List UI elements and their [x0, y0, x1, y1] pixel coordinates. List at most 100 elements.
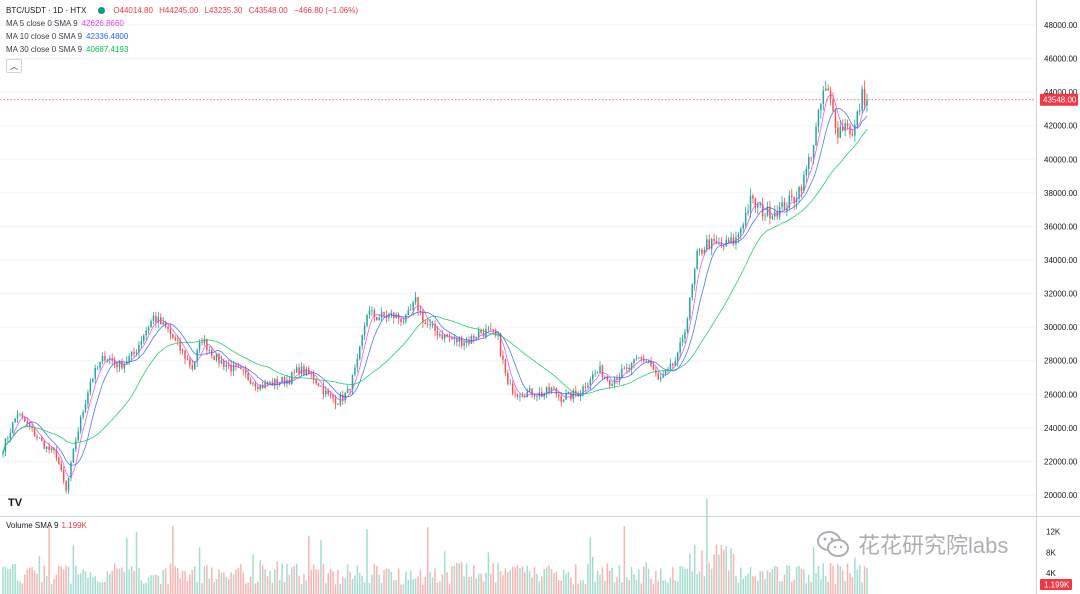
- candle-body: [560, 396, 562, 402]
- volume-bar: [812, 547, 815, 594]
- volume-bar: [325, 583, 327, 594]
- candle-body: [657, 373, 660, 380]
- indicator-ma10[interactable]: MA 10 close 0 SMA 9 42336.4800: [6, 30, 362, 43]
- volume-bar: [703, 576, 706, 594]
- volume-bar: [732, 553, 735, 594]
- candle-body: [844, 123, 846, 131]
- volume-bar: [822, 562, 825, 594]
- candle-body: [497, 333, 499, 336]
- candle-body: [72, 449, 75, 463]
- volume-bar: [130, 566, 133, 594]
- volume-bar: [774, 566, 776, 594]
- tradingview-logo[interactable]: TV: [8, 497, 23, 509]
- change-value: −466.80 (−1.06%): [293, 6, 359, 15]
- volume-bar: [368, 583, 371, 594]
- indicator-value: 40687.4193: [86, 45, 129, 54]
- volume-bar: [295, 563, 298, 594]
- candle-body: [587, 385, 589, 388]
- candle-body: [184, 350, 186, 360]
- volume-bar: [650, 579, 652, 594]
- price-tick-label: 36000.00: [1044, 222, 1078, 231]
- candle-body: [140, 341, 143, 345]
- volume-bar: [196, 581, 198, 594]
- volume-bar: [567, 571, 570, 594]
- candle-body: [473, 336, 475, 339]
- candle-body: [638, 357, 640, 359]
- candle-body: [545, 386, 548, 394]
- volume-bar: [2, 566, 4, 594]
- candle-body: [167, 326, 169, 330]
- volume-bar: [60, 566, 62, 594]
- candle-body: [130, 351, 133, 357]
- price-tick-label: 30000.00: [1044, 323, 1078, 332]
- indicator-value: 42336.4800: [86, 32, 129, 41]
- candle-body: [858, 110, 861, 112]
- volume-bar: [613, 582, 616, 594]
- candle-body: [400, 318, 402, 323]
- candle-body: [630, 362, 633, 370]
- candle-body: [599, 365, 601, 373]
- candle-body: [589, 379, 592, 386]
- volume-bar: [667, 582, 669, 594]
- candle-body: [759, 203, 761, 205]
- volume-bar: [227, 579, 230, 594]
- volume-bar: [752, 576, 754, 594]
- volume-bar: [312, 564, 315, 594]
- candle-body: [749, 195, 752, 212]
- volume-bar: [72, 545, 75, 594]
- volume-bar: [254, 583, 257, 594]
- volume-bar: [565, 573, 567, 594]
- market-status-icon: [98, 7, 106, 14]
- volume-bar: [62, 569, 65, 594]
- indicator-label: MA 5 close 0 SMA 9: [6, 19, 78, 28]
- volume-bar: [160, 583, 162, 594]
- volume-bar: [541, 576, 543, 594]
- candle-body: [524, 396, 526, 398]
- candle-body: [584, 386, 587, 388]
- collapse-legend-button[interactable]: ︿: [6, 59, 22, 73]
- candle-body: [322, 386, 325, 395]
- candle-body: [691, 284, 694, 298]
- symbol-title[interactable]: BTC/USDT · 1D · HTX: [6, 6, 87, 15]
- volume-bar: [189, 574, 191, 594]
- volume-legend[interactable]: Volume SMA 9 1.199K: [6, 521, 87, 530]
- candle-body: [781, 202, 783, 208]
- volume-bar: [786, 565, 788, 594]
- candle-body: [477, 330, 480, 338]
- candle-body: [866, 99, 868, 105]
- candle-body: [7, 438, 9, 439]
- volume-bar: [604, 580, 606, 594]
- volume-bar: [266, 576, 269, 594]
- volume-bar: [99, 582, 101, 594]
- volume-bar: [587, 564, 589, 594]
- candle-body: [191, 365, 194, 370]
- volume-bar: [524, 572, 526, 594]
- candle-body: [186, 359, 189, 360]
- volume-bar: [642, 566, 645, 594]
- candle-body: [77, 431, 79, 441]
- candle-body: [368, 310, 371, 315]
- candle-body: [441, 334, 444, 339]
- volume-bar: [145, 582, 147, 594]
- candle-body: [460, 337, 463, 346]
- volume-bar: [628, 580, 630, 594]
- indicator-ma30[interactable]: MA 30 close 0 SMA 9 40687.4193: [6, 43, 362, 56]
- volume-bar: [817, 565, 820, 594]
- volume-bar: [147, 577, 150, 594]
- volume-bar: [608, 570, 611, 594]
- indicator-ma5[interactable]: MA 5 close 0 SMA 9 42626.8660: [6, 17, 362, 30]
- candle-body: [686, 318, 689, 332]
- candle-body: [783, 202, 786, 211]
- volume-label: Volume SMA 9: [6, 521, 59, 530]
- volume-bar: [162, 570, 164, 594]
- volume-value: 1.199K: [61, 521, 87, 530]
- candle-body: [113, 360, 116, 364]
- volume-bar: [761, 571, 764, 594]
- candle-body: [565, 393, 567, 400]
- volume-bar: [560, 580, 562, 594]
- volume-bar: [633, 574, 635, 594]
- price-axis[interactable]: 48000.00 46000.00 44000.00 42000.00 40000.00…: [1040, 21, 1078, 590]
